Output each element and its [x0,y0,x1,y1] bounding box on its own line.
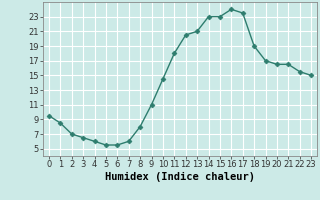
X-axis label: Humidex (Indice chaleur): Humidex (Indice chaleur) [105,172,255,182]
